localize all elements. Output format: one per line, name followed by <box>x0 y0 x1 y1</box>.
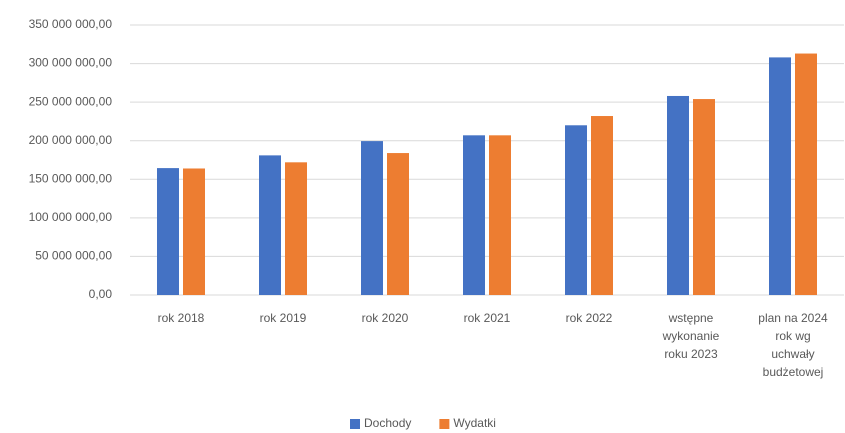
y-tick-label: 0,00 <box>89 287 113 301</box>
x-tick-label: uchwały <box>771 347 814 361</box>
bar <box>769 57 791 296</box>
x-tick-label: rok wg <box>775 329 810 343</box>
y-tick-label: 100 000 000,00 <box>29 210 113 224</box>
y-tick-label: 300 000 000,00 <box>29 56 113 70</box>
x-tick-label: budżetowej <box>763 365 824 379</box>
bar <box>795 53 817 295</box>
y-tick-label: 150 000 000,00 <box>29 171 113 185</box>
x-tick-label: wstępne <box>668 311 714 325</box>
x-tick-label: rok 2019 <box>260 311 307 325</box>
bar <box>489 135 511 295</box>
x-tick-label: roku 2023 <box>664 347 718 361</box>
bar <box>259 155 281 295</box>
legend-swatch <box>439 419 450 429</box>
bar <box>667 95 689 295</box>
bar <box>183 168 205 295</box>
bar <box>591 116 613 296</box>
x-tick-label: rok 2020 <box>362 311 409 325</box>
legend-label: Dochody <box>364 416 411 430</box>
bar <box>361 141 383 295</box>
y-tick-label: 50 000 000,00 <box>35 249 112 263</box>
x-tick-label: rok 2021 <box>464 311 511 325</box>
bar <box>463 135 485 295</box>
bar <box>285 162 307 295</box>
bar <box>157 168 179 295</box>
x-tick-label: rok 2018 <box>158 311 205 325</box>
y-tick-label: 200 000 000,00 <box>29 133 113 147</box>
bar <box>693 99 715 295</box>
legend-label: Wydatki <box>453 416 496 430</box>
legend-swatch <box>350 419 360 429</box>
bar <box>387 153 409 295</box>
x-tick-label: plan na 2024 <box>758 311 828 325</box>
bar <box>565 125 587 296</box>
x-tick-label: wykonanie <box>662 329 720 343</box>
y-tick-label: 250 000 000,00 <box>29 94 113 108</box>
y-tick-label: 350 000 000,00 <box>29 17 113 31</box>
x-tick-label: rok 2022 <box>566 311 613 325</box>
